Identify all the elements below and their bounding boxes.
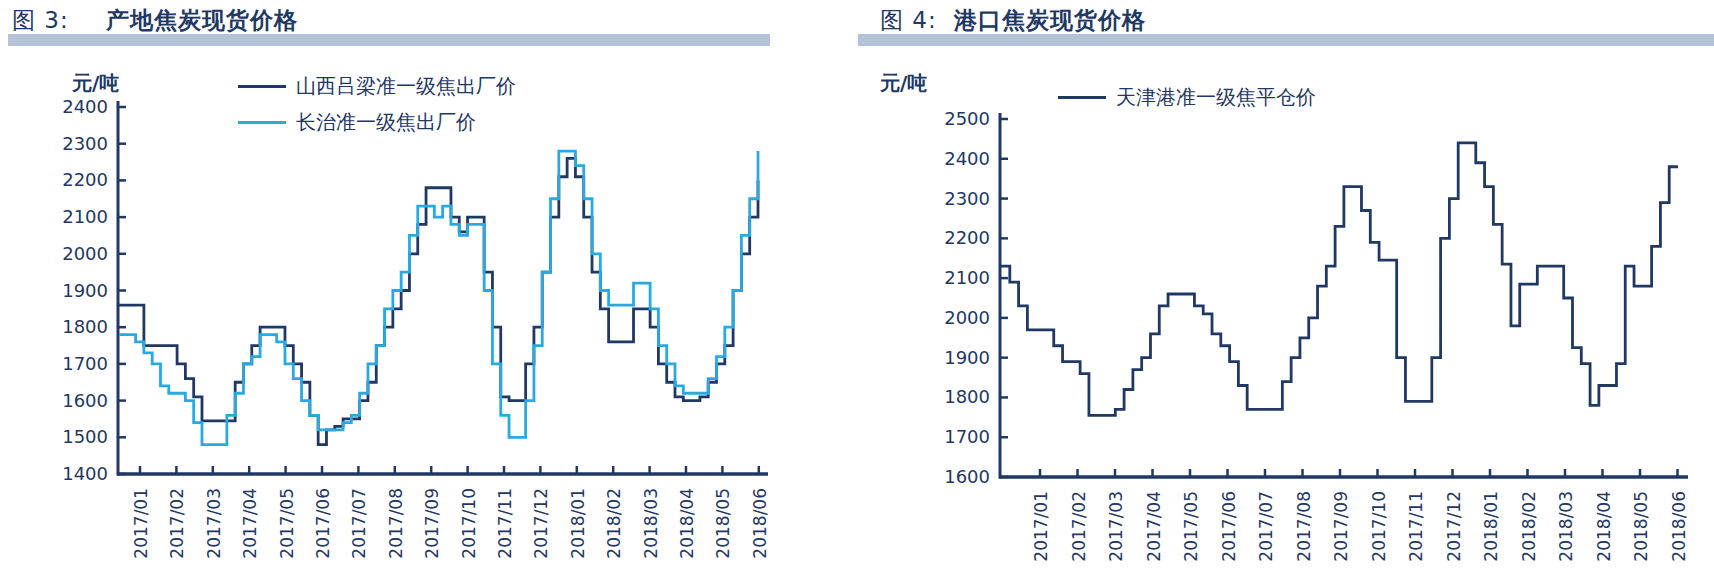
svg-text:1600: 1600 [944, 466, 990, 487]
svg-text:2017/11: 2017/11 [1406, 491, 1426, 562]
svg-text:2017/04: 2017/04 [1144, 491, 1164, 562]
svg-text:2400: 2400 [62, 96, 108, 117]
figure-4-panel: 图 4: 港口焦炭现货价格 元/吨 天津港准一级焦平仓价 25002400230… [850, 0, 1714, 578]
svg-text:2017/01: 2017/01 [131, 488, 151, 559]
svg-text:2500: 2500 [944, 108, 990, 129]
figure-3-panel: 图 3: 产地焦炭现货价格 元/吨 山西吕梁准一级焦出厂价 长治准一级焦出厂价 … [0, 0, 786, 578]
svg-text:1600: 1600 [62, 390, 108, 411]
figure-4-line-chart: 2500 2400 2300 2200 2100 2000 1900 1800 1700 1600… [850, 0, 1714, 578]
svg-text:2300: 2300 [944, 188, 990, 209]
svg-text:2017/09: 2017/09 [422, 488, 442, 559]
svg-text:2017/07: 2017/07 [349, 488, 369, 559]
svg-text:2017/10: 2017/10 [459, 488, 479, 559]
figure-3-line-chart: 2400 2300 2200 2100 2000 1900 1800 1700 1600 1500… [0, 0, 786, 578]
svg-text:2017/12: 2017/12 [531, 488, 551, 559]
report-figures-row: 图 3: 产地焦炭现货价格 元/吨 山西吕梁准一级焦出厂价 长治准一级焦出厂价 … [0, 0, 1714, 578]
svg-text:1900: 1900 [62, 280, 108, 301]
svg-text:2017/06: 2017/06 [1219, 491, 1239, 562]
svg-text:2017/06: 2017/06 [313, 488, 333, 559]
svg-text:2300: 2300 [62, 133, 108, 154]
svg-text:2018/03: 2018/03 [1556, 491, 1576, 562]
svg-text:2200: 2200 [62, 169, 108, 190]
svg-text:2017/03: 2017/03 [204, 488, 224, 559]
svg-text:2018/05: 2018/05 [713, 488, 733, 559]
svg-text:1800: 1800 [944, 386, 990, 407]
svg-text:1400: 1400 [62, 463, 108, 484]
svg-text:2017/03: 2017/03 [1106, 491, 1126, 562]
svg-text:2018/03: 2018/03 [641, 488, 661, 559]
svg-text:2017/08: 2017/08 [386, 488, 406, 559]
svg-text:1700: 1700 [62, 353, 108, 374]
svg-text:2017/12: 2017/12 [1444, 491, 1464, 562]
svg-text:2200: 2200 [944, 227, 990, 248]
svg-text:2018/02: 2018/02 [1519, 491, 1539, 562]
svg-text:2017/02: 2017/02 [167, 488, 187, 559]
svg-text:2018/02: 2018/02 [604, 488, 624, 559]
svg-text:2018/01: 2018/01 [568, 488, 588, 559]
svg-text:2400: 2400 [944, 148, 990, 169]
svg-text:2100: 2100 [944, 267, 990, 288]
svg-text:1700: 1700 [944, 426, 990, 447]
svg-text:2017/08: 2017/08 [1294, 491, 1314, 562]
svg-text:2017/10: 2017/10 [1369, 491, 1389, 562]
svg-text:2017/02: 2017/02 [1069, 491, 1089, 562]
svg-text:1500: 1500 [62, 426, 108, 447]
svg-text:2018/01: 2018/01 [1481, 491, 1501, 562]
svg-text:2017/05: 2017/05 [1181, 491, 1201, 562]
svg-text:2018/04: 2018/04 [1594, 491, 1614, 562]
svg-text:2017/05: 2017/05 [277, 488, 297, 559]
svg-text:1800: 1800 [62, 316, 108, 337]
svg-text:2017/04: 2017/04 [240, 488, 260, 559]
svg-text:1900: 1900 [944, 347, 990, 368]
svg-text:2018/05: 2018/05 [1631, 491, 1651, 562]
svg-text:2017/07: 2017/07 [1256, 491, 1276, 562]
svg-text:2017/01: 2017/01 [1031, 491, 1051, 562]
svg-text:2018/04: 2018/04 [677, 488, 697, 559]
svg-text:2017/09: 2017/09 [1331, 491, 1351, 562]
svg-text:2000: 2000 [62, 243, 108, 264]
svg-text:2018/06: 2018/06 [1669, 491, 1689, 562]
svg-text:2018/06: 2018/06 [750, 488, 770, 559]
svg-text:2100: 2100 [62, 206, 108, 227]
svg-text:2000: 2000 [944, 307, 990, 328]
svg-text:2017/11: 2017/11 [495, 488, 515, 559]
